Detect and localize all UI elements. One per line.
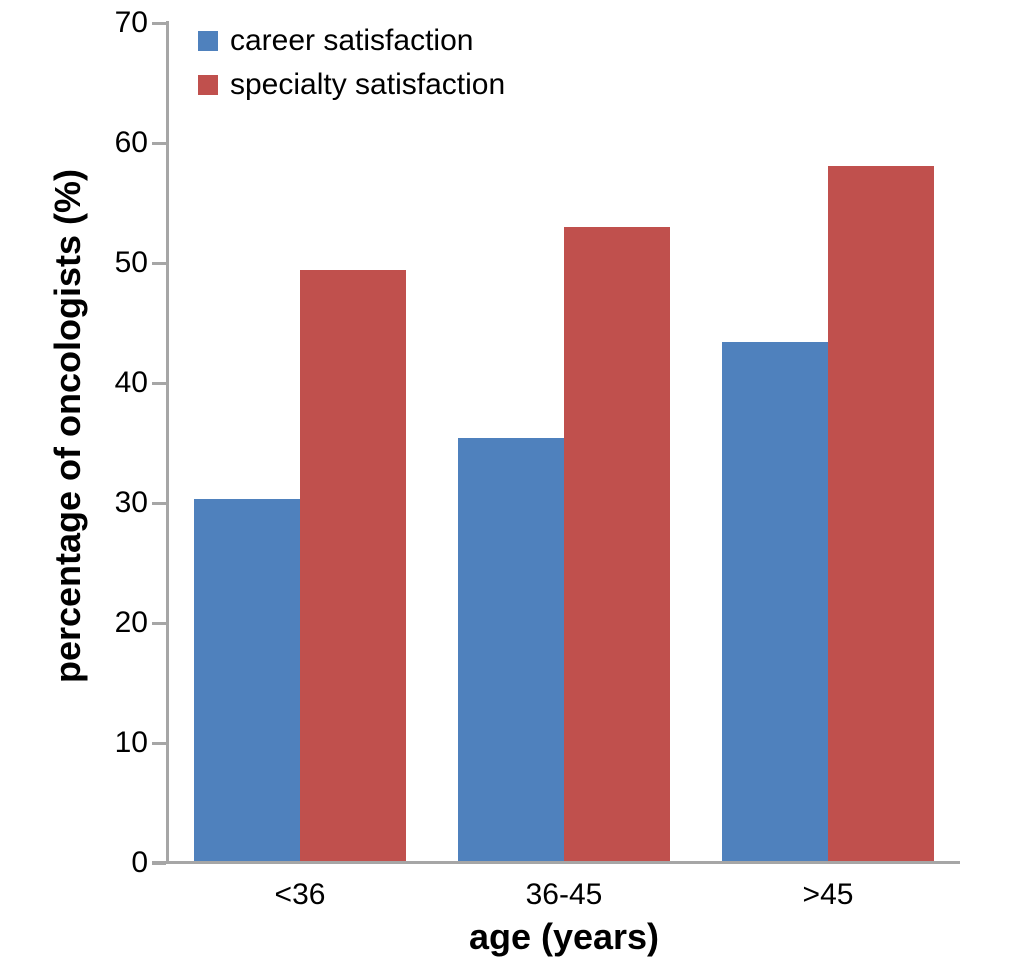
y-tick-label: 70 [114, 6, 148, 39]
y-tick-label: 10 [114, 726, 148, 759]
legend-swatch [198, 31, 218, 51]
legend-swatch [198, 75, 218, 95]
y-axis-line [166, 21, 169, 863]
legend: career satisfaction specialty satisfactio… [198, 19, 505, 107]
y-tick-label: 30 [114, 486, 148, 519]
legend-item: career satisfaction [198, 19, 505, 63]
y-tick-label: 20 [114, 606, 148, 639]
y-tick-mark [152, 741, 166, 745]
x-category-label: <36 [274, 878, 326, 911]
y-tick-label: 0 [131, 846, 148, 879]
x-axis-line [152, 861, 960, 864]
x-category-label: >45 [802, 878, 854, 911]
y-tick-mark [152, 621, 166, 625]
bar-series2-cat3 [828, 165, 934, 863]
x-category-label: 36-45 [525, 878, 603, 911]
bar-series1-cat3 [722, 342, 828, 863]
legend-label: specialty satisfaction [230, 68, 506, 101]
legend-label: career satisfaction [230, 24, 474, 57]
bar-series2-cat1 [300, 270, 406, 863]
legend-item: specialty satisfaction [198, 63, 505, 107]
y-tick-label: 40 [114, 366, 148, 399]
y-tick-mark [152, 381, 166, 385]
y-tick-mark [152, 21, 166, 25]
y-tick-mark [152, 501, 166, 505]
bar-series1-cat1 [194, 499, 300, 863]
bar-series1-cat2 [458, 438, 564, 863]
y-tick-label: 50 [114, 246, 148, 279]
y-tick-mark [152, 141, 166, 145]
y-tick-mark [152, 261, 166, 265]
bar-series2-cat2 [564, 227, 670, 863]
x-axis-title: age (years) [468, 916, 660, 957]
y-tick-label: 60 [114, 126, 148, 159]
